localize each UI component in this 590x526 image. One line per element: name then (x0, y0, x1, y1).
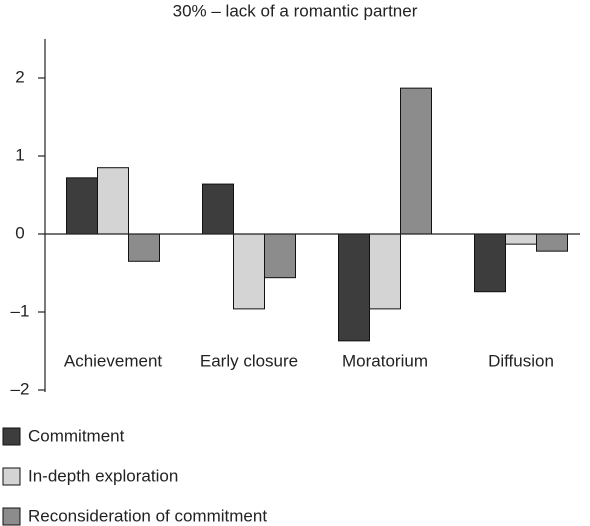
bar (338, 233, 370, 342)
bar (474, 233, 506, 293)
legend-label: In-depth exploration (28, 466, 178, 485)
bar (128, 233, 160, 262)
bar (97, 167, 129, 235)
x-tick-label: Achievement (64, 351, 163, 370)
y-tick-label: 1 (15, 145, 24, 164)
bar (264, 233, 296, 279)
bar (505, 233, 537, 245)
y-tick-label: 2 (15, 67, 24, 86)
bar (400, 87, 432, 235)
legend-swatch (2, 427, 21, 446)
bar (66, 177, 98, 235)
legend-swatch (2, 467, 21, 486)
bar (369, 233, 401, 310)
x-tick-label: Diffusion (488, 351, 554, 370)
legend-label: Commitment (28, 426, 125, 445)
y-tick-label: –2 (11, 379, 30, 398)
chart-title: 30% – lack of a romantic partner (173, 1, 418, 20)
bar (536, 233, 568, 252)
x-tick-label: Moratorium (342, 351, 428, 370)
x-tick-label: Early closure (200, 351, 298, 370)
y-tick-label: 0 (15, 223, 24, 242)
legend-label: Reconsideration of commitment (28, 506, 267, 525)
y-tick-label: –1 (11, 301, 30, 320)
legend-swatch (2, 507, 21, 526)
bar (233, 233, 265, 310)
bar (202, 183, 234, 235)
